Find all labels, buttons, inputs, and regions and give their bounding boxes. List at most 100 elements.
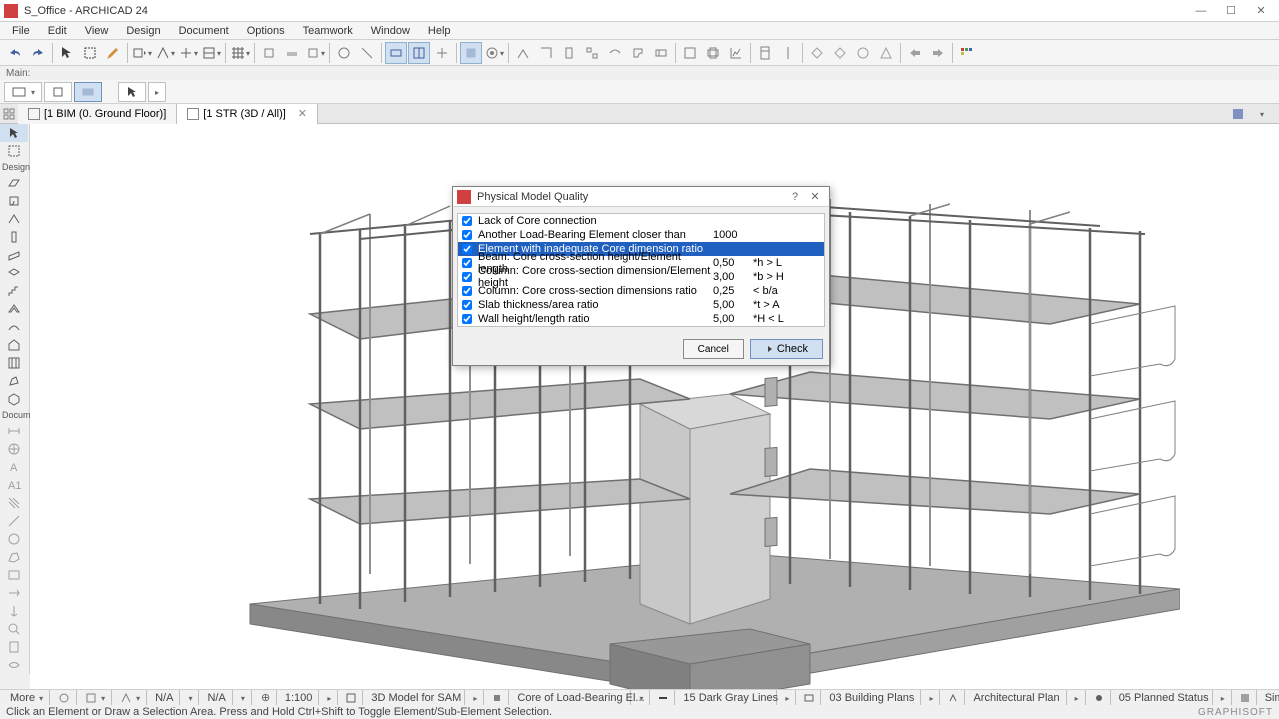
- minimize-button[interactable]: —: [1187, 2, 1215, 20]
- undo-button[interactable]: [4, 42, 26, 64]
- tool-y[interactable]: [852, 42, 874, 64]
- sub-btn-arrow[interactable]: [118, 82, 146, 102]
- toolbox-elev[interactable]: [0, 602, 28, 620]
- toolbox-text[interactable]: A: [0, 458, 28, 476]
- pencil-tool[interactable]: [102, 42, 124, 64]
- dialog-close-button[interactable]: ✕: [805, 189, 825, 205]
- status-core-icon[interactable]: [486, 690, 509, 706]
- toolbox-circle[interactable]: [0, 530, 28, 548]
- tool-b[interactable]: [281, 42, 303, 64]
- toolbox-skylight[interactable]: [0, 336, 28, 354]
- toolbox-shell[interactable]: [0, 318, 28, 336]
- tool-m[interactable]: [558, 42, 580, 64]
- dropdown-3[interactable]: [177, 42, 199, 64]
- status-planned[interactable]: 05 Planned Status: [1113, 690, 1213, 706]
- row-checkbox[interactable]: [462, 216, 472, 226]
- status-dd7[interactable]: [923, 690, 940, 706]
- check-button[interactable]: Check: [750, 339, 823, 359]
- status-more[interactable]: More: [4, 690, 50, 706]
- tool-palette[interactable]: [956, 42, 978, 64]
- tabbar-btn-2[interactable]: [1251, 103, 1273, 125]
- tool-i[interactable]: [460, 42, 482, 64]
- tabbar-btn-1[interactable]: [1227, 103, 1249, 125]
- toolbox-window[interactable]: [0, 210, 28, 228]
- toolbox-marquee[interactable]: [0, 142, 28, 160]
- status-plans-icon[interactable]: [798, 690, 821, 706]
- row-checkbox[interactable]: [462, 230, 472, 240]
- sub-btn-chev[interactable]: [148, 82, 166, 102]
- tool-z[interactable]: [875, 42, 897, 64]
- tool-n[interactable]: [581, 42, 603, 64]
- row-checkbox[interactable]: [462, 286, 472, 296]
- tool-v[interactable]: [777, 42, 799, 64]
- toolbox-stair[interactable]: [0, 282, 28, 300]
- status-dd6[interactable]: [779, 690, 796, 706]
- dialog-titlebar[interactable]: Physical Model Quality ? ✕: [453, 187, 829, 207]
- dialog-row[interactable]: Lack of Core connection: [458, 214, 824, 228]
- toolbox-wall[interactable]: [0, 174, 28, 192]
- status-icon-3[interactable]: [114, 690, 147, 706]
- arrow-tool[interactable]: [56, 42, 78, 64]
- marquee-tool[interactable]: [79, 42, 101, 64]
- dialog-row[interactable]: Column: Core cross-section dimension/Ele…: [458, 270, 824, 284]
- status-zoom-icon[interactable]: ⊕: [254, 690, 277, 706]
- menu-teamwork[interactable]: Teamwork: [295, 23, 361, 39]
- toolbox-arrow[interactable]: [0, 124, 28, 142]
- dialog-row[interactable]: Slab thickness/area ratio5,00*t > A: [458, 298, 824, 312]
- row-checkbox[interactable]: [462, 272, 472, 282]
- toolbox-slab[interactable]: [0, 264, 28, 282]
- toolbox-drawing[interactable]: [0, 566, 28, 584]
- menu-design[interactable]: Design: [118, 23, 168, 39]
- status-plans[interactable]: 03 Building Plans: [823, 690, 921, 706]
- maximize-button[interactable]: ☐: [1217, 2, 1245, 20]
- status-dd3[interactable]: [321, 690, 338, 706]
- sub-btn-1[interactable]: [4, 82, 42, 102]
- tool-c[interactable]: [304, 42, 326, 64]
- menu-view[interactable]: View: [77, 23, 117, 39]
- status-model[interactable]: 3D Model for SAM: [365, 690, 465, 706]
- status-lines[interactable]: 15 Dark Gray Lines: [677, 690, 777, 706]
- menu-options[interactable]: Options: [239, 23, 293, 39]
- dropdown-1[interactable]: [131, 42, 153, 64]
- row-checkbox[interactable]: [462, 300, 472, 310]
- status-scale[interactable]: 1:100: [279, 690, 320, 706]
- status-dd1[interactable]: [182, 690, 199, 706]
- tool-f[interactable]: [385, 42, 407, 64]
- status-core[interactable]: Core of Load-Bearing El...: [511, 690, 631, 706]
- toolbox-change[interactable]: [0, 656, 28, 674]
- sub-btn-3[interactable]: [74, 82, 102, 102]
- tool-w[interactable]: [806, 42, 828, 64]
- toolbox-level[interactable]: [0, 440, 28, 458]
- tool-t[interactable]: [725, 42, 747, 64]
- dialog-row[interactable]: Another Load-Bearing Element closer than…: [458, 228, 824, 242]
- toolbox-detail[interactable]: [0, 620, 28, 638]
- tab-str-3d[interactable]: [1 STR (3D / All)] ✕: [177, 104, 318, 124]
- dialog-row[interactable]: Wall height/length ratio5,00*H < L: [458, 312, 824, 326]
- toolbox-column[interactable]: [0, 228, 28, 246]
- toolbox-beam[interactable]: [0, 246, 28, 264]
- status-dd9[interactable]: [1215, 690, 1232, 706]
- sub-btn-2[interactable]: [44, 82, 72, 102]
- tool-x[interactable]: [829, 42, 851, 64]
- tool-o[interactable]: [604, 42, 626, 64]
- status-shading[interactable]: Simple Shading: [1259, 690, 1279, 706]
- tool-r[interactable]: [679, 42, 701, 64]
- tool-h[interactable]: [431, 42, 453, 64]
- toolbox-label[interactable]: A1: [0, 476, 28, 494]
- status-arch[interactable]: Architectural Plan: [967, 690, 1066, 706]
- toolbox-line[interactable]: [0, 512, 28, 530]
- tool-g[interactable]: [408, 42, 430, 64]
- menu-edit[interactable]: Edit: [40, 23, 75, 39]
- tool-d[interactable]: [333, 42, 355, 64]
- toolbox-dim[interactable]: [0, 422, 28, 440]
- status-dd2[interactable]: [235, 690, 252, 706]
- redo-button[interactable]: [27, 42, 49, 64]
- toolbox-door[interactable]: [0, 192, 28, 210]
- status-dd8[interactable]: [1069, 690, 1086, 706]
- dialog-list[interactable]: Lack of Core connectionAnother Load-Bear…: [457, 213, 825, 327]
- tool-back[interactable]: [904, 42, 926, 64]
- status-planned-icon[interactable]: [1088, 690, 1111, 706]
- status-lines-icon[interactable]: [652, 690, 675, 706]
- dropdown-2[interactable]: [154, 42, 176, 64]
- status-icon-2[interactable]: [79, 690, 112, 706]
